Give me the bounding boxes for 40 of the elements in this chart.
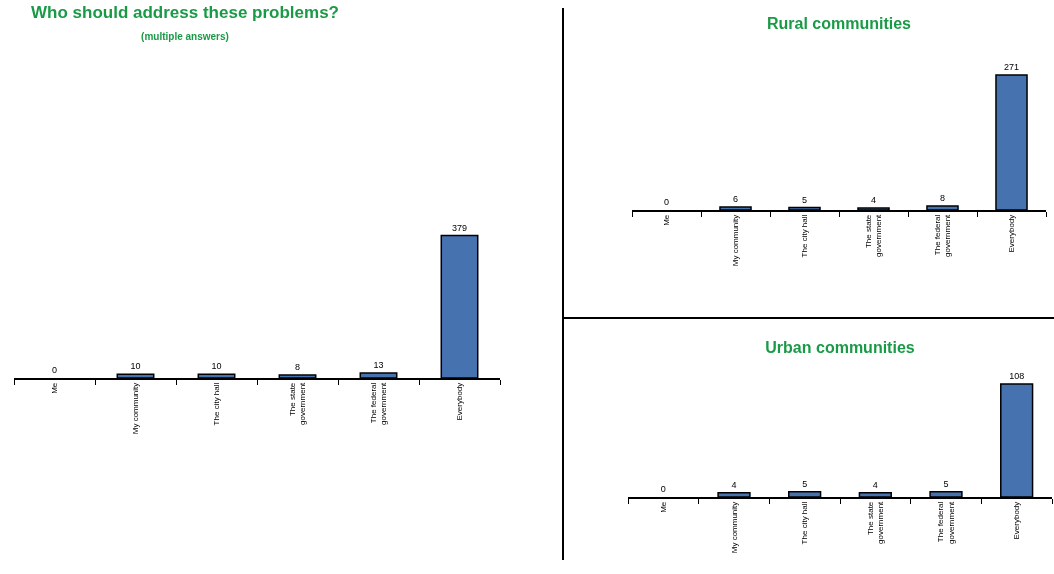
data-label: 5 <box>802 478 808 489</box>
x-tick-label: Everybody <box>455 382 465 421</box>
x-tick-label: Everybody <box>1012 501 1022 540</box>
data-label: 271 <box>1003 62 1020 73</box>
x-tick-label: My community <box>729 501 739 554</box>
data-label: 4 <box>870 195 877 206</box>
x-tick-label: Me <box>662 214 672 226</box>
x-tick-label: The federal government <box>368 381 389 425</box>
x-tick-label: The state government <box>287 381 308 425</box>
data-label: 4 <box>731 479 737 490</box>
x-tick-label: The city hall <box>800 214 810 258</box>
x-tick-label: Me <box>50 382 60 394</box>
data-label: 6 <box>733 194 739 205</box>
data-label: 0 <box>52 365 58 375</box>
data-label: 8 <box>294 361 301 372</box>
data-label: 5 <box>802 194 808 205</box>
data-label: 379 <box>451 222 468 233</box>
data-label: 10 <box>211 361 222 372</box>
chart-title: Rural communities <box>766 15 912 33</box>
x-tick-label: My community <box>731 214 741 267</box>
x-tick-label: The city hall <box>800 501 810 545</box>
x-tick-label: The state government <box>863 213 884 257</box>
x-tick-label: The federal government <box>936 500 956 544</box>
chart-subtitle: (multiple answers) <box>141 31 229 43</box>
x-tick-label: Everybody <box>1007 214 1017 253</box>
data-label: 4 <box>872 479 878 490</box>
x-tick-label: The state government <box>865 500 886 544</box>
x-tick-label: The federal government <box>932 213 953 257</box>
x-tick-label: The city hall <box>212 382 222 426</box>
data-label: 0 <box>660 484 666 494</box>
data-label: 8 <box>939 193 945 204</box>
chart-title: Urban communities <box>765 339 915 357</box>
x-tick-label: Me <box>658 501 668 513</box>
data-label: 0 <box>664 197 670 207</box>
data-label: 108 <box>1009 370 1025 381</box>
data-label: 13 <box>373 360 384 371</box>
data-label: 5 <box>943 478 949 489</box>
chart-title: Who should address these problems? <box>31 3 339 22</box>
data-label: 10 <box>130 361 141 372</box>
x-tick-label: My community <box>131 382 141 435</box>
